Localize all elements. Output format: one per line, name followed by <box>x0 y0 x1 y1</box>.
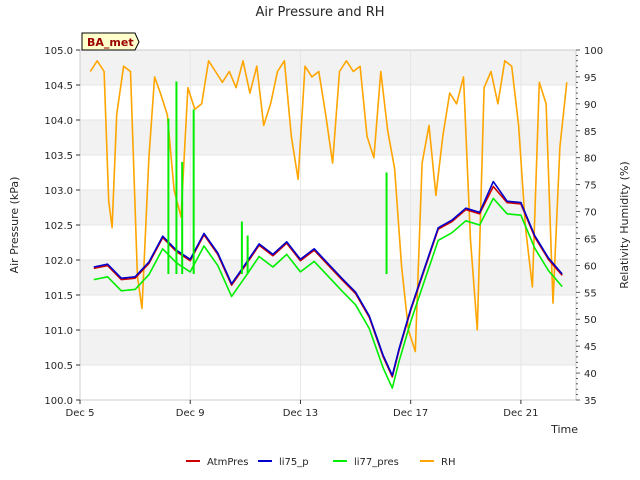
x-tick-label: Dec 5 <box>66 408 95 419</box>
grid-bands <box>79 49 576 401</box>
chart-title: Air Pressure and RH <box>255 5 384 20</box>
y-tick-label: 101.0 <box>44 326 73 337</box>
legend-label: li77_pres <box>354 457 399 468</box>
y2-tick-label: 60 <box>584 261 597 272</box>
y-tick-label: 102.5 <box>44 221 73 232</box>
y-tick-label: 104.5 <box>44 81 73 92</box>
plot-area <box>79 49 577 401</box>
y2-tick-label: 55 <box>584 288 597 299</box>
right-axis-ticks: 35 40 45 50 55 60 65 70 75 80 85 90 95 100 <box>576 46 603 407</box>
y2-tick-label: 35 <box>584 396 597 407</box>
y-tick-label: 103.0 <box>44 186 73 197</box>
x-tick-label: Dec 13 <box>283 408 318 419</box>
y2-tick-label: 80 <box>584 154 597 165</box>
grid-band <box>80 190 576 225</box>
grid-band <box>80 330 576 365</box>
y2-tick-label: 70 <box>584 208 597 219</box>
series-layer <box>89 59 568 389</box>
y2-tick-label: 45 <box>584 342 597 353</box>
series-line-li77_pres <box>93 197 563 389</box>
series-line-atmpres <box>93 185 563 378</box>
y-tick-label: 100.5 <box>44 361 73 372</box>
y-tick-label: 103.5 <box>44 151 73 162</box>
badge-label: BA_met <box>87 36 134 49</box>
y2-tick-label: 85 <box>584 127 597 138</box>
series-line-li75_p <box>93 180 563 377</box>
series-line-rh <box>89 59 568 353</box>
x-tick-label: Dec 17 <box>393 408 428 419</box>
y2-tick-label: 50 <box>584 315 597 326</box>
y-tick-label: 101.5 <box>44 291 73 302</box>
legend: AtmPres li75_p li77_pres RH <box>186 457 455 468</box>
y-axis-label: Air Pressure (kPa) <box>8 177 21 274</box>
x-tick-label: Dec 9 <box>176 408 205 419</box>
y-tick-label: 102.0 <box>44 256 73 267</box>
y2-tick-label: 90 <box>584 100 597 111</box>
y2-tick-label: 75 <box>584 181 597 192</box>
x-axis-ticks: Dec 5 Dec 9 Dec 13 Dec 17 Dec 21 <box>66 400 539 419</box>
y-tick-label: 104.0 <box>44 116 73 127</box>
y2-axis-label: Relativity Humidity (%) <box>618 161 631 288</box>
x-axis-label: Time <box>550 423 578 436</box>
left-axis-ticks: 100.0 100.5 101.0 101.5 102.0 102.5 103.0 103.5… <box>44 46 80 407</box>
legend-label: RH <box>441 457 455 468</box>
y-tick-label: 100.0 <box>44 396 73 407</box>
legend-label: AtmPres <box>207 457 248 468</box>
y2-tick-label: 65 <box>584 234 597 245</box>
x-tick-label: Dec 21 <box>503 408 538 419</box>
y-tick-label: 105.0 <box>44 46 73 57</box>
legend-label: li75_p <box>279 457 309 468</box>
y2-tick-label: 40 <box>584 369 597 380</box>
y2-tick-label: 95 <box>584 73 597 84</box>
y2-tick-label: 100 <box>584 46 603 57</box>
site-badge: BA_met <box>81 32 140 51</box>
badge-shape <box>81 32 140 51</box>
